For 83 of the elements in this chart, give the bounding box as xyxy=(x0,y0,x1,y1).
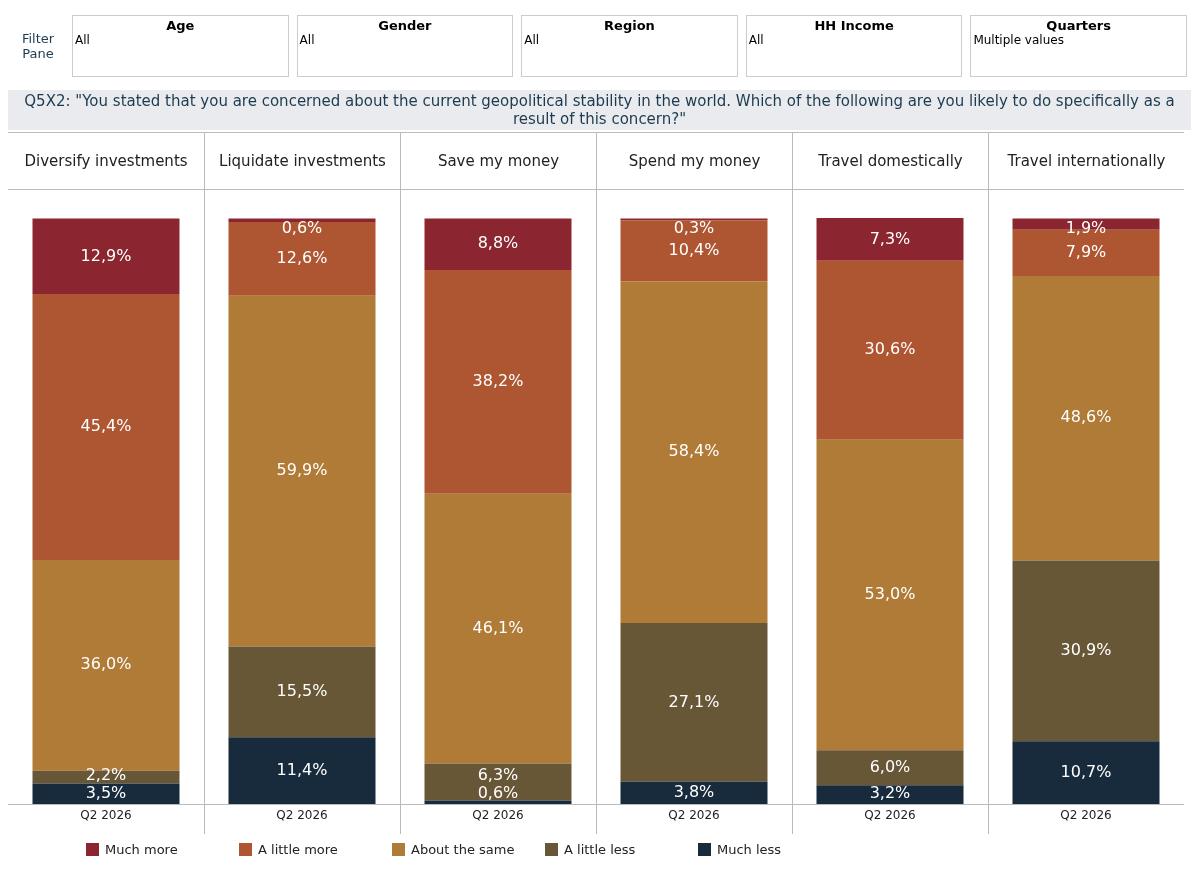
bar xyxy=(32,783,180,804)
data-label: 11,4% xyxy=(276,759,328,779)
bar xyxy=(816,750,964,786)
text: Q2 2026 xyxy=(80,808,132,823)
bar xyxy=(620,220,768,282)
data-label: 3,8% xyxy=(673,782,715,802)
bar xyxy=(228,222,376,296)
data-label: 48,6% xyxy=(1060,407,1112,427)
data-label: 3,2% xyxy=(869,783,911,803)
bar xyxy=(424,493,572,764)
legend-label: Much more xyxy=(105,842,178,857)
bar xyxy=(228,737,376,804)
data-label: 15,5% xyxy=(276,681,328,701)
data-label: 53,0% xyxy=(864,584,916,604)
data-label: 58,4% xyxy=(668,441,720,461)
data-label: 12,6% xyxy=(276,248,328,268)
text: Q2 2026 xyxy=(276,808,328,823)
text: Q2 2026 xyxy=(472,808,524,823)
text: Q5X2: "You stated that you are concerned about the current geopolitical stability in the world. Which of the following are you likely to do specifically as a result of this concern?" xyxy=(8,90,1191,130)
data-label: 10,4% xyxy=(668,239,720,259)
x-tick-label: Travel internationally xyxy=(988,133,1184,189)
data-label: 0,3% xyxy=(673,217,715,237)
data-label: 0,6% xyxy=(477,783,519,803)
bar xyxy=(32,770,180,784)
data-label: 7,3% xyxy=(869,228,911,248)
data-label: 45,4% xyxy=(80,416,132,436)
bar xyxy=(620,781,768,804)
data-label: 12,9% xyxy=(80,245,132,265)
bar xyxy=(32,294,180,560)
text: Region xyxy=(603,18,656,33)
data-label: 2,2% xyxy=(85,764,127,784)
bar xyxy=(816,218,964,261)
x-tick-label: Save my money xyxy=(400,133,596,189)
legend-label: A little less xyxy=(564,842,636,857)
data-label: 36,0% xyxy=(80,654,132,674)
bar xyxy=(620,623,768,782)
bar xyxy=(424,218,572,271)
data-label: 8,8% xyxy=(477,233,519,253)
data-label: 6,3% xyxy=(477,765,519,785)
data-label: 10,7% xyxy=(1060,761,1112,781)
data-label: 59,9% xyxy=(276,460,328,480)
data-label: 30,9% xyxy=(1060,640,1112,660)
legend-label: Much less xyxy=(717,842,782,857)
data-label: 1,9% xyxy=(1065,217,1107,237)
data-label: 7,9% xyxy=(1065,241,1107,261)
bar xyxy=(32,218,180,295)
data-label: 0,6% xyxy=(281,217,323,237)
data-label: 38,2% xyxy=(472,371,524,391)
text: Q2 2026 xyxy=(668,808,720,823)
bar xyxy=(228,295,376,647)
text: All xyxy=(299,33,316,47)
data-label: 3,5% xyxy=(85,782,127,802)
bar xyxy=(1012,741,1160,804)
text: All xyxy=(748,33,765,47)
text: Multiple values xyxy=(973,33,1065,47)
data-label: 6,0% xyxy=(869,756,911,776)
text: Quarters xyxy=(1045,18,1112,33)
data-label: 27,1% xyxy=(668,691,720,711)
bar xyxy=(816,260,964,440)
bar xyxy=(1012,275,1160,561)
bar xyxy=(816,439,964,751)
text: Q2 2026 xyxy=(864,808,916,823)
x-tick-label: Travel domestically xyxy=(792,133,988,189)
x-tick-label: Diversify investments xyxy=(23,151,189,172)
text: Age xyxy=(165,18,196,33)
bar xyxy=(1012,560,1160,742)
legend-label: A little more xyxy=(258,842,338,857)
bar xyxy=(816,785,964,804)
text: Filter Pane xyxy=(20,31,56,61)
text: Q2 2026 xyxy=(1060,808,1112,823)
text: HH Income xyxy=(813,18,895,33)
data-label: 30,6% xyxy=(864,339,916,359)
x-tick-label: Liquidate investments xyxy=(204,133,400,189)
text: All xyxy=(75,33,91,47)
text: All xyxy=(524,33,541,47)
bar xyxy=(424,270,572,494)
legend-label: About the same xyxy=(411,842,515,857)
bar xyxy=(228,646,376,738)
bar xyxy=(620,281,768,624)
data-label: 46,1% xyxy=(472,617,524,637)
x-tick-label: Spend my money xyxy=(596,133,792,189)
bar xyxy=(424,800,572,804)
text: Gender xyxy=(377,18,433,33)
